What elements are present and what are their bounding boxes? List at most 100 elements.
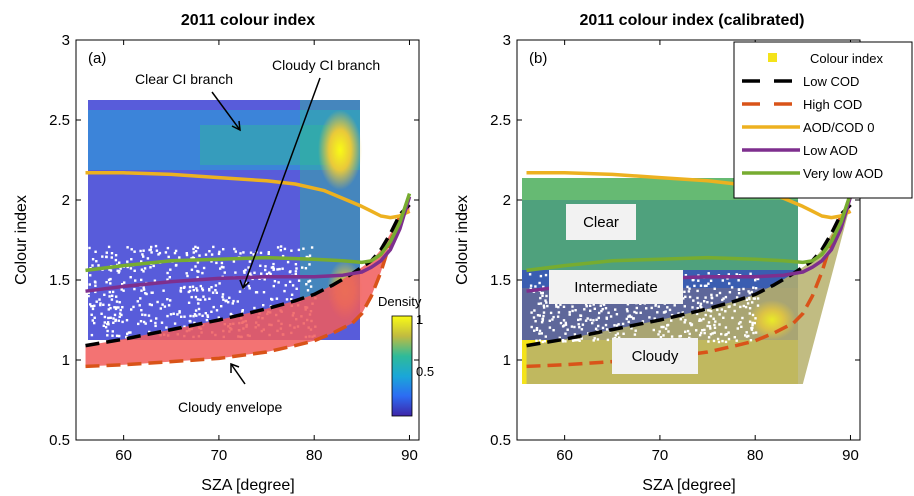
scatter-gap-dot [188,319,191,323]
scatter-gap-dot [735,273,739,277]
scatter-gap-dot [218,282,221,285]
scatter-gap-dot [297,279,301,282]
scatter-gap-dot [284,284,287,287]
scatter-gap-dot [217,316,220,319]
scatter-gap-dot [609,315,613,318]
panel-a-title: 2011 colour index [181,12,315,29]
scatter-gap-dot [597,316,600,320]
scatter-gap-dot [710,301,713,305]
scatter-gap-dot [208,287,211,291]
scatter-gap-dot [720,308,723,311]
scatter-gap-dot [708,309,711,312]
scatter-gap-dot [533,309,536,312]
scatter-gap-dot [683,321,686,324]
panel-a-plot-area [85,100,412,369]
scatter-gap-dot [164,251,168,254]
scatter-gap-dot [710,296,713,299]
scatter-gap-dot [220,305,223,308]
scatter-gap-dot [140,278,143,282]
scatter-gap-dot [241,309,244,312]
scatter-gap-dot [737,288,741,291]
scatter-gap-dot [221,295,224,299]
scatter-gap-dot [740,325,743,328]
scatter-gap-dot [269,272,272,276]
scatter-gap-dot [718,291,722,295]
scatter-gap-dot [539,274,543,278]
scatter-gap-dot [748,297,751,301]
scatter-gap-dot [581,323,585,326]
scatter-gap-dot [166,278,169,281]
scatter-gap-dot [571,309,574,313]
scatter-gap-dot [91,258,95,261]
scatter-gap-dot [688,287,691,290]
scatter-gap-dot [540,321,544,324]
scatter-gap-dot [545,294,548,298]
scatter-gap-dot [574,309,577,312]
scatter-gap-dot [645,307,648,310]
scatter-gap-dot [555,305,558,308]
scatter-gap-dot [146,257,150,260]
scatter-gap-dot [214,289,217,292]
scatter-gap-dot [169,299,172,302]
scatter-gap-dot [688,336,691,340]
scatter-gap-dot [202,266,206,270]
scatter-gap-dot [253,271,256,274]
scatter-gap-dot [593,337,596,340]
scatter-gap-dot [741,316,744,320]
scatter-gap-dot [149,319,153,322]
scatter-gap-dot [568,313,571,316]
scatter-gap-dot [139,249,142,253]
scatter-gap-dot [544,299,547,302]
scatter-gap-dot [262,304,265,307]
scatter-gap-dot [691,306,694,309]
scatter-gap-dot [754,287,758,290]
scatter-gap-dot [99,303,102,307]
scatter-gap-dot [194,245,197,249]
scatter-gap-dot [204,312,207,315]
scatter-gap-dot [142,288,146,291]
scatter-gap-dot [89,274,92,277]
scatter-gap-dot [286,260,290,264]
scatter-gap-dot [728,291,732,294]
scatter-gap-dot [111,290,115,294]
scatter-gap-dot [616,332,619,335]
scatter-gap-dot [272,284,275,288]
scatter-gap-dot [133,269,136,272]
scatter-gap-dot [696,301,700,305]
panel-a-ytick-label: 2 [62,192,70,209]
scatter-gap-dot [248,260,252,263]
scatter-gap-dot [756,297,760,300]
scatter-gap-dot [658,330,661,333]
scatter-gap-dot [229,312,233,316]
scatter-gap-dot [196,289,199,292]
scatter-gap-dot [113,313,117,317]
scatter-gap-dot [268,271,271,274]
scatter-gap-dot [529,287,532,290]
scatter-gap-dot [255,291,259,294]
scatter-gap-dot [690,323,694,326]
scatter-gap-dot [538,281,541,285]
scatter-gap-dot [208,250,211,253]
arrow-clear-head [231,120,241,132]
scatter-gap-dot [275,297,279,300]
scatter-gap-dot [206,314,209,317]
scatter-gap-dot [585,305,588,308]
scatter-gap-dot [704,296,707,299]
scatter-gap-dot [143,267,147,270]
scatter-gap-dot [699,331,703,335]
scatter-gap-dot [129,267,133,270]
scatter-gap-dot [579,314,582,317]
scatter-gap-dot [185,253,189,257]
scatter-gap-dot [742,287,745,291]
scatter-gap-dot [174,249,178,253]
scatter-gap-dot [114,254,118,257]
scatter-gap-dot [204,253,208,256]
scatter-gap-dot [185,272,188,275]
scatter-gap-dot [107,303,111,307]
scatter-gap-dot [571,305,574,308]
scatter-gap-dot [707,321,711,324]
scatter-gap-dot [722,297,725,300]
scatter-gap-dot [276,246,280,249]
scatter-gap-dot [538,329,542,333]
scatter-gap-dot [698,319,701,322]
